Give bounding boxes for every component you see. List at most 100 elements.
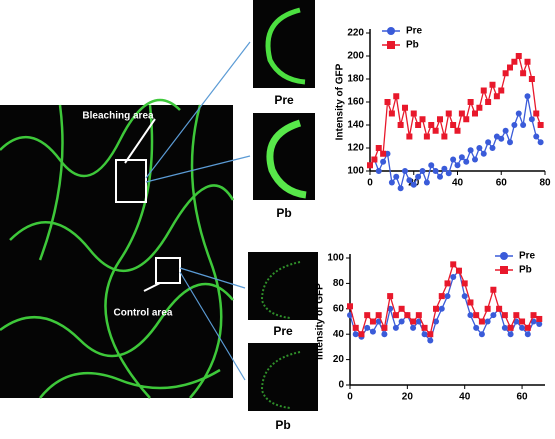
- marker: [438, 293, 445, 300]
- marker: [444, 280, 451, 287]
- marker: [358, 331, 365, 338]
- marker: [423, 179, 430, 186]
- marker: [493, 93, 500, 100]
- marker: [380, 150, 387, 157]
- marker: [375, 168, 382, 174]
- marker: [371, 156, 378, 163]
- marker: [397, 185, 404, 192]
- marker: [393, 93, 400, 100]
- marker: [445, 170, 452, 177]
- marker: [507, 139, 513, 146]
- micrographs: [0, 0, 318, 411]
- marker: [528, 76, 535, 82]
- marker: [490, 312, 497, 319]
- marker: [498, 87, 505, 94]
- marker: [369, 328, 376, 335]
- marker: [507, 64, 513, 71]
- marker: [433, 305, 440, 312]
- marker: [369, 318, 376, 325]
- marker: [520, 70, 527, 77]
- marker: [438, 305, 445, 312]
- marker: [410, 110, 417, 117]
- y-tick-label: 20: [333, 354, 345, 365]
- legend-label: Pb: [519, 265, 532, 276]
- y-axis-label: Intensity of GFP: [315, 283, 326, 360]
- marker: [515, 53, 522, 59]
- marker: [484, 305, 491, 312]
- marker: [419, 116, 426, 123]
- marker: [502, 70, 509, 77]
- x-tick-label: 0: [347, 392, 353, 403]
- marker: [501, 324, 508, 331]
- y-tick-label: 220: [347, 28, 364, 39]
- marker: [347, 303, 353, 310]
- control-label: Control area: [114, 308, 173, 319]
- marker: [441, 165, 448, 172]
- marker: [473, 312, 480, 319]
- marker: [454, 127, 461, 134]
- marker: [524, 93, 531, 100]
- marker: [450, 122, 457, 128]
- marker: [476, 145, 483, 151]
- marker: [393, 173, 400, 180]
- x-tick-label: 20: [402, 392, 414, 403]
- marker: [380, 158, 387, 165]
- marker: [410, 181, 417, 188]
- marker: [472, 110, 478, 117]
- marker: [444, 293, 451, 300]
- legend-marker: [500, 266, 508, 274]
- y-tick-label: 200: [347, 51, 364, 62]
- marker: [384, 99, 391, 105]
- marker: [375, 312, 382, 319]
- x-tick-label: 80: [539, 178, 551, 189]
- marker: [415, 122, 422, 128]
- marker: [410, 324, 417, 331]
- marker: [458, 154, 465, 161]
- marker: [519, 318, 526, 325]
- marker: [473, 324, 480, 331]
- marker: [524, 331, 531, 338]
- series-line: [369, 54, 542, 166]
- image-label: Pre: [274, 93, 294, 107]
- marker: [467, 147, 474, 154]
- y-axis-label: Intensity of GFP: [335, 63, 346, 140]
- marker: [397, 122, 404, 128]
- marker: [533, 133, 540, 140]
- marker: [467, 99, 474, 105]
- marker: [437, 116, 443, 123]
- marker: [519, 324, 526, 331]
- marker: [450, 261, 457, 268]
- marker: [427, 337, 434, 344]
- marker: [489, 81, 496, 88]
- marker: [533, 110, 540, 117]
- y-tick-label: 100: [347, 166, 364, 177]
- marker: [463, 158, 470, 165]
- y-tick-label: 180: [347, 74, 364, 85]
- marker: [432, 127, 439, 134]
- marker: [490, 286, 497, 293]
- x-tick-label: 40: [452, 178, 464, 189]
- x-tick-label: 60: [496, 178, 508, 189]
- marker: [433, 318, 440, 325]
- marker: [406, 133, 413, 140]
- marker: [450, 274, 457, 281]
- y-tick-label: 120: [347, 143, 364, 154]
- legend-label: Pre: [519, 251, 536, 262]
- marker: [375, 145, 382, 151]
- marker: [463, 116, 470, 123]
- marker: [511, 58, 518, 65]
- marker: [421, 324, 428, 331]
- marker: [502, 127, 509, 134]
- y-tick-label: 40: [333, 329, 345, 340]
- marker: [537, 139, 544, 146]
- marker: [381, 324, 388, 331]
- marker: [445, 110, 452, 117]
- marker: [496, 305, 503, 312]
- legend-marker: [387, 27, 395, 35]
- marker: [388, 110, 395, 117]
- marker: [498, 135, 505, 142]
- y-tick-label: 140: [347, 120, 364, 131]
- marker: [485, 139, 492, 146]
- y-tick-label: 60: [333, 303, 345, 314]
